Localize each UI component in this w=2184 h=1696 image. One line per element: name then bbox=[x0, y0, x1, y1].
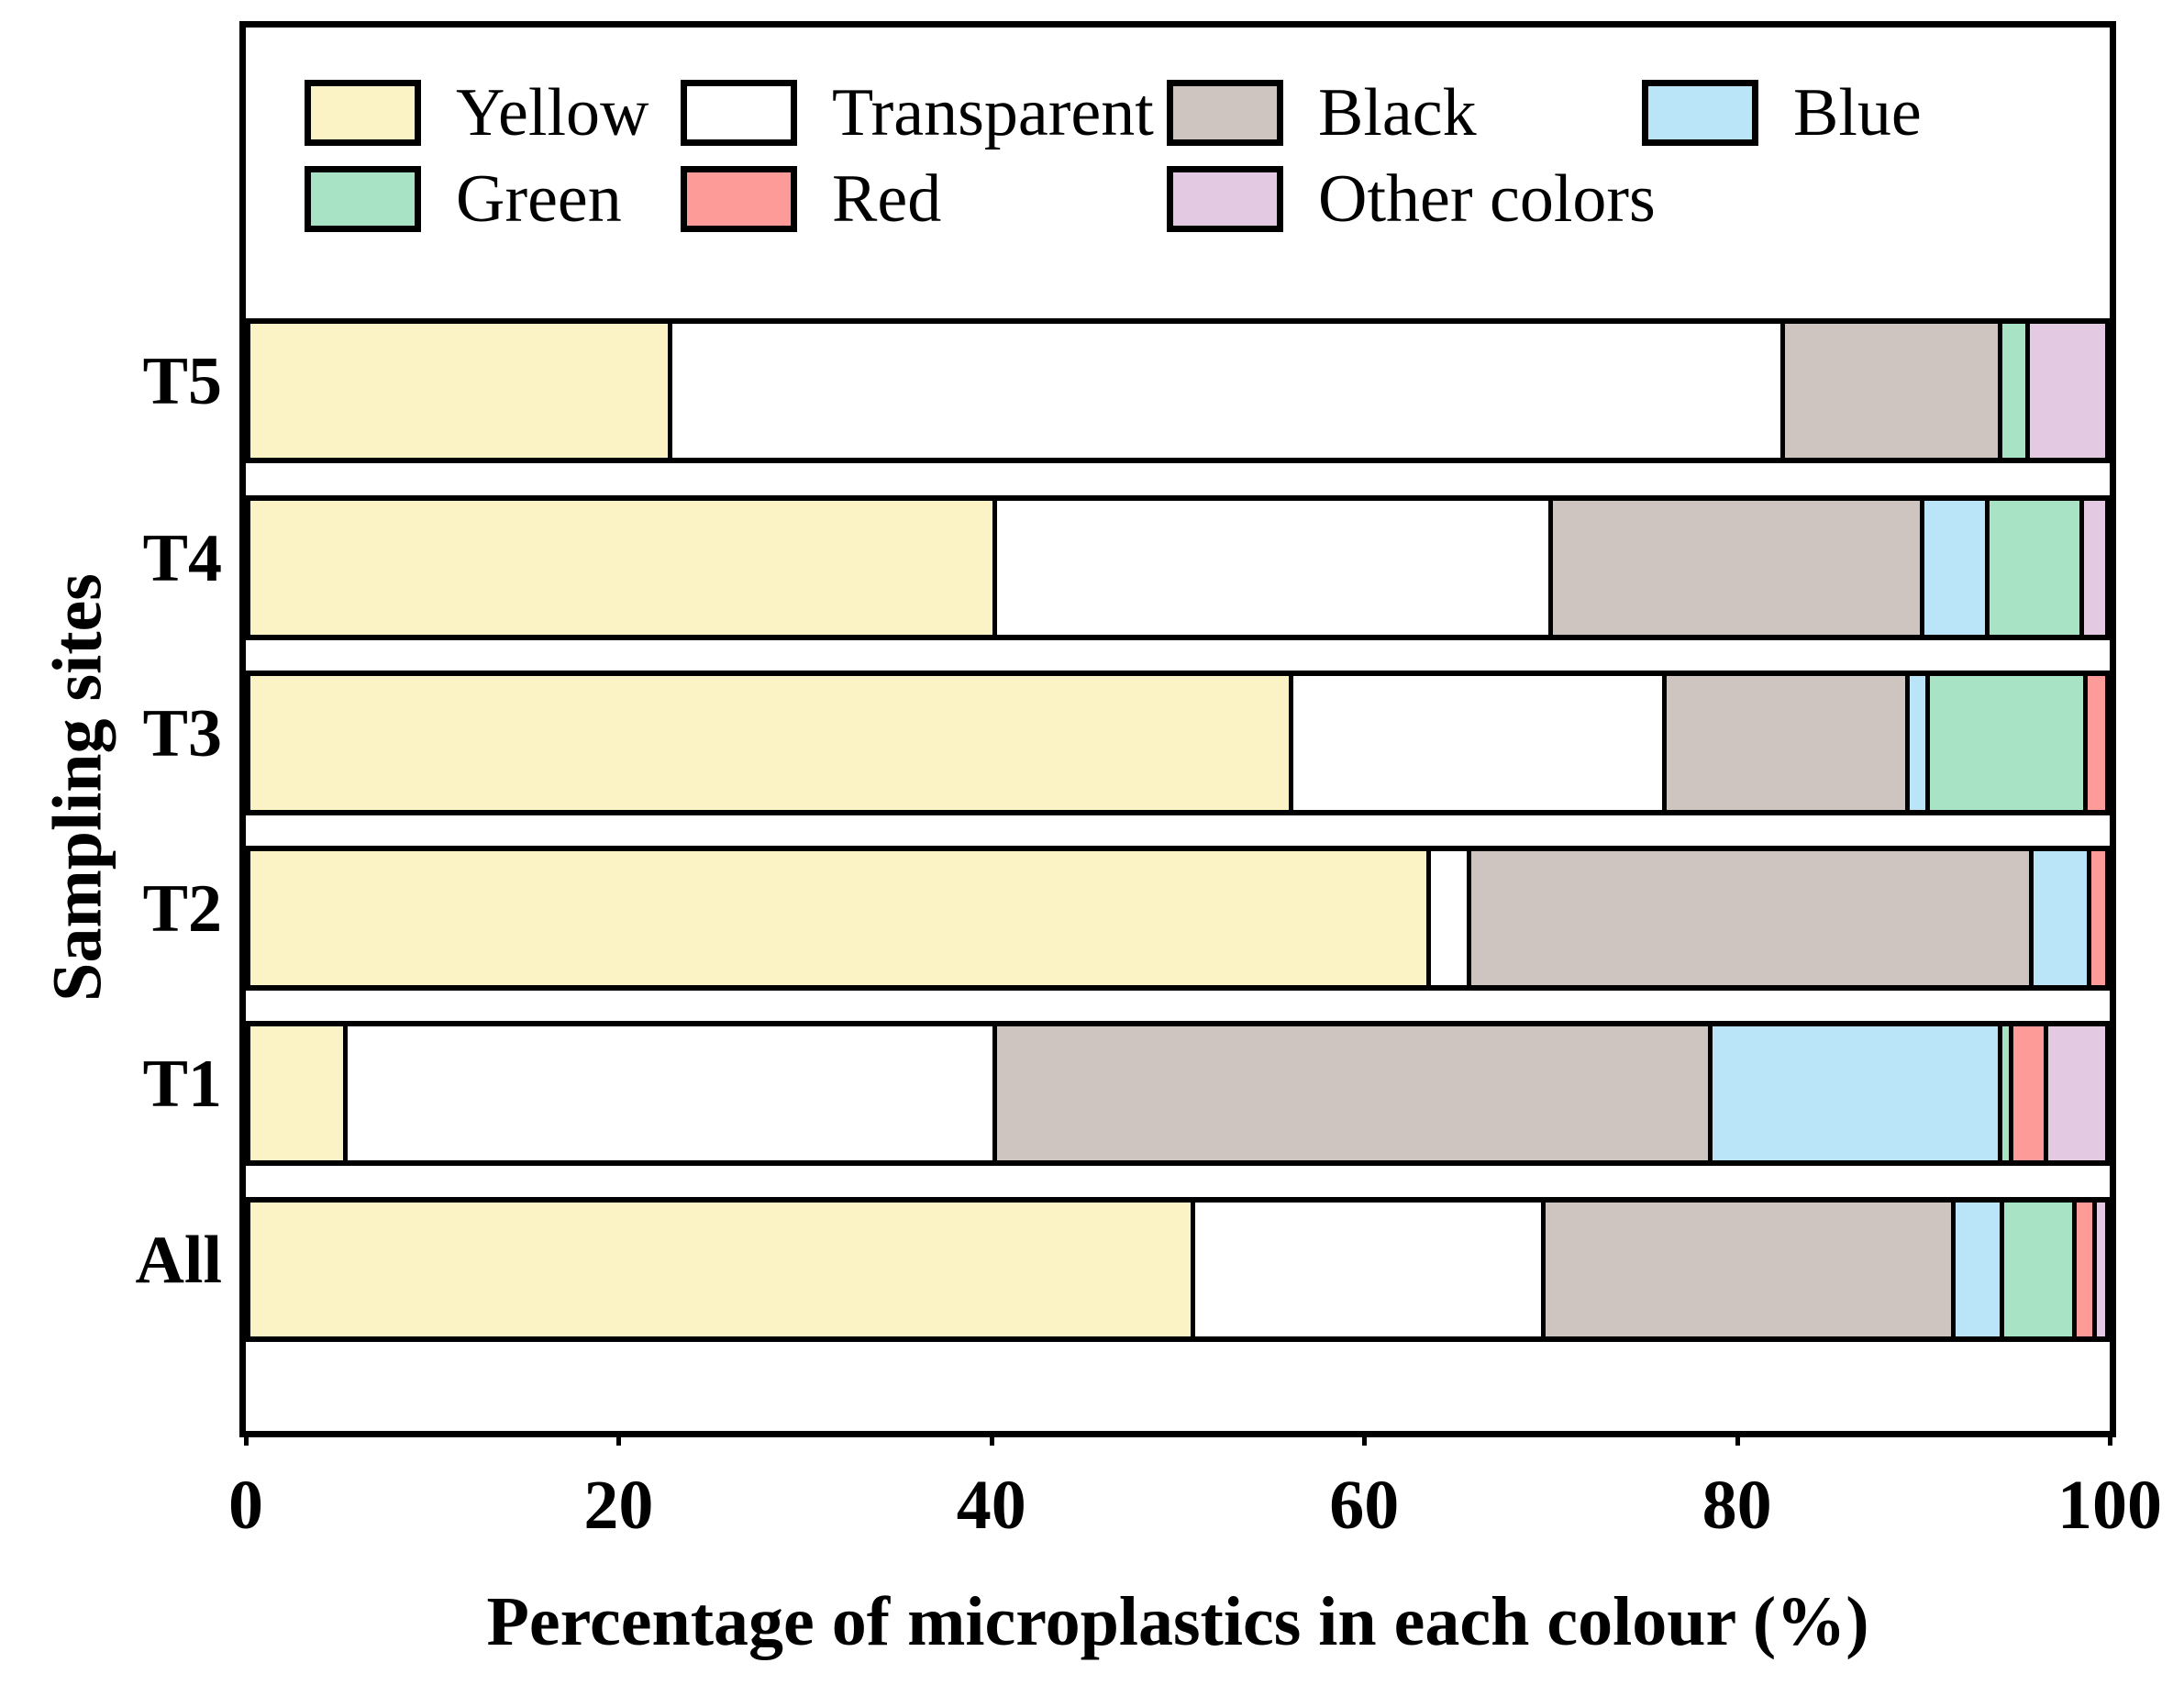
bar-segment-red bbox=[2008, 1026, 2045, 1160]
bar-segment-blue bbox=[1919, 501, 1985, 635]
legend-label: Red bbox=[832, 161, 942, 237]
bar-segment-green bbox=[1999, 1203, 2072, 1336]
legend-swatch bbox=[305, 80, 421, 146]
y-tick-label-T5: T5 bbox=[142, 344, 222, 419]
x-axis-title: Percentage of microplastics in each colo… bbox=[486, 1583, 1869, 1660]
x-tick-mark bbox=[2108, 1431, 2112, 1446]
bar-segment-black bbox=[992, 1026, 1709, 1160]
x-tick-mark bbox=[616, 1431, 622, 1446]
x-tick-mark bbox=[244, 1431, 249, 1446]
bar-segment-red bbox=[2082, 676, 2105, 810]
bar-segment-blue bbox=[1904, 676, 1925, 810]
legend-item-black: Black bbox=[1167, 75, 1477, 150]
x-tick-mark bbox=[1362, 1431, 1368, 1446]
bar-row-T1 bbox=[245, 1021, 2111, 1166]
legend-label: Transparent bbox=[832, 75, 1154, 150]
bar-segment-black bbox=[1661, 676, 1905, 810]
legend-item-yellow: Yellow bbox=[305, 75, 649, 150]
legend-item-red: Red bbox=[681, 161, 942, 237]
legend-swatch bbox=[305, 166, 421, 232]
bar-segment-green bbox=[1924, 676, 2083, 810]
x-tick-label-20: 20 bbox=[583, 1467, 654, 1544]
plot-area: Yellow Transparent Black Blue Green Red … bbox=[239, 21, 2116, 1437]
bar-segment-transparent bbox=[1425, 851, 1468, 985]
legend-item-blue: Blue bbox=[1642, 75, 1922, 150]
bar-segment-green bbox=[1997, 1026, 2009, 1160]
legend-swatch bbox=[1167, 80, 1283, 146]
legend-swatch bbox=[681, 166, 797, 232]
bar-segment-transparent bbox=[667, 324, 1781, 458]
bar-segment-blue bbox=[1951, 1203, 2000, 1336]
bar-row-T5 bbox=[245, 318, 2111, 463]
y-tick-label-T4: T4 bbox=[142, 521, 222, 596]
x-tick-label-80: 80 bbox=[1702, 1467, 1772, 1544]
bar-segment-other-colors bbox=[2079, 501, 2105, 635]
x-tick-mark bbox=[989, 1431, 994, 1446]
x-tick-label-40: 40 bbox=[956, 1467, 1026, 1544]
legend-label: Blue bbox=[1793, 75, 1922, 150]
bar-segment-transparent bbox=[343, 1026, 992, 1160]
legend-label: Yellow bbox=[456, 75, 649, 150]
bar-segment-other-colors bbox=[2025, 324, 2105, 458]
bar-segment-blue bbox=[2029, 851, 2087, 985]
legend-label: Green bbox=[456, 161, 622, 237]
bar-segment-black bbox=[1467, 851, 2030, 985]
bar-segment-black bbox=[1541, 1203, 1952, 1336]
bar-segment-black bbox=[1548, 501, 1920, 635]
bar-segment-red bbox=[2086, 851, 2105, 985]
bar-row-T2 bbox=[245, 846, 2111, 991]
bar-row-T4 bbox=[245, 495, 2111, 640]
bar-segment-yellow bbox=[250, 501, 992, 635]
legend-label: Other colors bbox=[1318, 161, 1656, 237]
x-tick-mark bbox=[1735, 1431, 1740, 1446]
legend-item-transparent: Transparent bbox=[681, 75, 1154, 150]
legend-label: Black bbox=[1318, 75, 1477, 150]
bar-segment-other-colors bbox=[2091, 1203, 2105, 1336]
y-tick-label-T3: T3 bbox=[142, 696, 222, 771]
x-tick-label-0: 0 bbox=[228, 1467, 263, 1544]
bar-segment-transparent bbox=[992, 501, 1549, 635]
bar-segment-black bbox=[1780, 324, 1998, 458]
bar-segment-yellow bbox=[250, 676, 1290, 810]
legend-item-other-colors: Other colors bbox=[1167, 161, 1656, 237]
bar-segment-other-colors bbox=[2044, 1026, 2105, 1160]
legend-swatch bbox=[681, 80, 797, 146]
x-tick-label-60: 60 bbox=[1329, 1467, 1400, 1544]
bar-segment-red bbox=[2071, 1203, 2092, 1336]
y-tick-label-T2: T2 bbox=[142, 871, 222, 947]
legend-swatch bbox=[1167, 166, 1283, 232]
bar-segment-yellow bbox=[250, 851, 1426, 985]
bar-segment-yellow bbox=[250, 1203, 1192, 1336]
x-tick-label-100: 100 bbox=[2057, 1467, 2162, 1544]
bar-segment-blue bbox=[1708, 1026, 1998, 1160]
legend-swatch bbox=[1642, 80, 1758, 146]
bar-row-All bbox=[245, 1197, 2111, 1342]
bar-segment-yellow bbox=[250, 1026, 344, 1160]
y-tick-label-All: All bbox=[135, 1223, 222, 1298]
bar-segment-green bbox=[1984, 501, 2079, 635]
bar-segment-transparent bbox=[1289, 676, 1662, 810]
bar-row-T3 bbox=[245, 671, 2111, 815]
bar-segment-yellow bbox=[250, 324, 668, 458]
bar-segment-green bbox=[1997, 324, 2026, 458]
y-tick-label-T1: T1 bbox=[142, 1047, 222, 1122]
bar-segment-transparent bbox=[1191, 1203, 1542, 1336]
legend-item-green: Green bbox=[305, 161, 622, 237]
